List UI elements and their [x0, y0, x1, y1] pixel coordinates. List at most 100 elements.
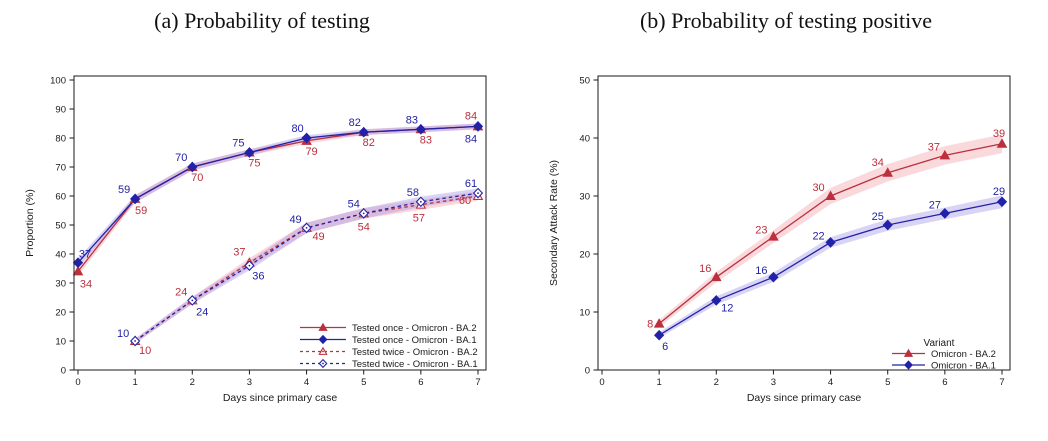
- x-tick-label: 4: [828, 377, 833, 388]
- panel-b-yaxis-label: Secondary Attack Rate (%): [548, 159, 560, 287]
- confidence-band: [135, 188, 478, 344]
- data-point-label: 23: [755, 225, 767, 237]
- data-point-label: 37: [928, 141, 940, 153]
- x-tick-label: 0: [599, 377, 604, 388]
- data-point-label: 80: [291, 123, 303, 135]
- legend-entry-label: Tested once - Omicron - BA.2: [352, 323, 477, 334]
- confidence-band: [659, 195, 1002, 339]
- legend-title: Variant: [924, 338, 955, 349]
- diamond-marker-icon: [358, 126, 369, 138]
- x-tick-label: 7: [475, 377, 480, 388]
- panel-b: (b) Probability of testing positive 8 16 2…: [524, 0, 1048, 441]
- legend-entry-label: Tested twice - Omicron - BA.2: [352, 347, 478, 358]
- y-tick-label: 10: [55, 337, 66, 348]
- data-point-label: 82: [349, 117, 361, 129]
- data-point-label: 25: [872, 211, 884, 223]
- data-point-label: 58: [407, 187, 419, 199]
- panel-a-title: (a) Probability of testing: [154, 8, 370, 33]
- x-tick-label: 5: [885, 377, 890, 388]
- data-point-label: 27: [929, 199, 941, 211]
- marker-center-dot: [305, 227, 308, 229]
- x-tick-label: 2: [190, 377, 195, 388]
- data-point-label: 49: [312, 231, 324, 243]
- y-tick-label: 40: [579, 134, 590, 145]
- triangle-marker-icon: [903, 348, 914, 357]
- panel-a-xaxis-label: Days since primary case: [222, 392, 338, 404]
- data-point-label: 34: [872, 157, 884, 169]
- y-tick-label: 40: [55, 250, 66, 261]
- data-point-label: 8: [647, 319, 653, 331]
- data-point-label: 37: [79, 249, 91, 261]
- y-tick-label: 20: [55, 308, 66, 319]
- y-tick-label: 60: [55, 192, 66, 203]
- triangle-marker-icon: [318, 322, 328, 331]
- marker-center-dot: [322, 350, 324, 353]
- diamond-marker-icon: [472, 121, 484, 132]
- data-point-label: 59: [118, 184, 130, 196]
- series-line: [134, 192, 479, 342]
- diamond-marker-icon: [318, 334, 328, 345]
- data-point-label: 54: [358, 221, 370, 233]
- data-point-label: 12: [721, 302, 733, 314]
- marker-center-dot: [134, 340, 137, 342]
- x-tick-label: 3: [247, 377, 252, 388]
- y-tick-label: 100: [50, 76, 66, 87]
- marker-center-dot: [362, 212, 365, 215]
- diamond-marker-icon: [244, 147, 255, 158]
- y-tick-label: 0: [61, 366, 66, 377]
- data-point-label: 70: [175, 152, 187, 164]
- y-tick-label: 20: [579, 250, 590, 261]
- data-point-label: 70: [191, 172, 203, 184]
- plot-frame: [597, 75, 1011, 371]
- data-point-label: 59: [135, 205, 147, 217]
- data-point-label: 60: [459, 195, 471, 207]
- data-point-label: 49: [289, 214, 301, 226]
- triangle-marker-icon: [653, 318, 665, 328]
- marker-center-dot: [322, 362, 324, 365]
- series-line: [134, 195, 479, 342]
- confidence-band: [135, 191, 478, 344]
- data-point-label: 83: [406, 114, 418, 126]
- data-point-label: 36: [252, 271, 264, 283]
- diamond-marker-icon: [939, 208, 950, 219]
- data-point-label: 84: [465, 110, 477, 122]
- legend-entry-label: Omicron - BA.2: [931, 349, 996, 360]
- triangle-marker-icon: [710, 271, 722, 282]
- data-point-label: 57: [413, 213, 425, 225]
- data-point-label: 10: [117, 328, 129, 340]
- marker-center-dot: [248, 264, 251, 267]
- x-tick-label: 4: [304, 377, 309, 388]
- diamond-marker-icon: [825, 237, 836, 248]
- x-tick-label: 6: [418, 377, 423, 388]
- y-tick-label: 70: [55, 163, 66, 174]
- diamond-marker-icon: [130, 193, 141, 205]
- y-tick-label: 50: [55, 221, 66, 232]
- data-point-label: 29: [993, 186, 1005, 198]
- data-point-label: 75: [232, 138, 244, 150]
- x-tick-label: 2: [714, 377, 719, 388]
- x-tick-label: 0: [75, 377, 80, 388]
- y-tick-label: 30: [579, 192, 590, 203]
- diamond-marker-icon: [996, 196, 1008, 208]
- x-tick-label: 6: [942, 377, 947, 388]
- legend-entry-label: Tested twice - Omicron - BA.1: [352, 359, 478, 370]
- data-point-label: 84: [465, 133, 477, 145]
- panel-a: (a) Probability of testing 34 59 70 75 79 82 8…: [24, 8, 487, 404]
- data-point-label: 79: [305, 146, 317, 158]
- diamond-marker-icon: [187, 161, 198, 173]
- diamond-marker-icon: [301, 132, 312, 144]
- data-point-label: 16: [755, 265, 767, 277]
- data-point-label: 22: [812, 230, 824, 242]
- triangle-marker-icon: [939, 149, 951, 160]
- data-point-label: 16: [699, 263, 711, 275]
- data-point-label: 10: [139, 345, 151, 357]
- diamond-marker-icon: [72, 257, 84, 269]
- marker-center-dot: [419, 200, 422, 203]
- diamond-marker-icon: [768, 271, 779, 283]
- y-tick-label: 0: [585, 366, 590, 377]
- data-point-label: 24: [175, 286, 187, 298]
- diamond-marker-icon: [882, 219, 893, 231]
